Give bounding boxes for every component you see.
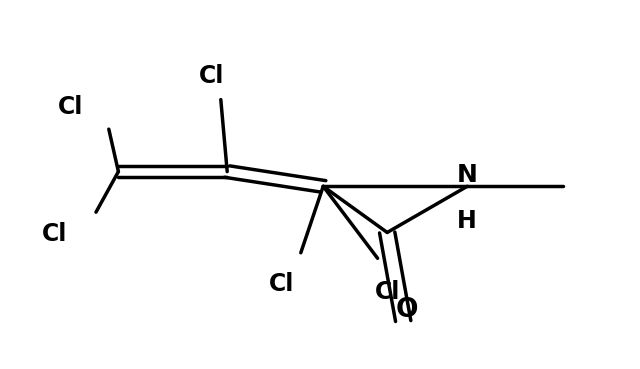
Text: H: H: [458, 209, 477, 234]
Text: Cl: Cl: [374, 279, 400, 304]
Text: Cl: Cl: [269, 272, 294, 296]
Text: O: O: [395, 297, 418, 323]
Text: Cl: Cl: [198, 63, 224, 88]
Text: N: N: [457, 163, 477, 187]
Text: Cl: Cl: [42, 222, 67, 246]
Text: Cl: Cl: [58, 95, 83, 119]
